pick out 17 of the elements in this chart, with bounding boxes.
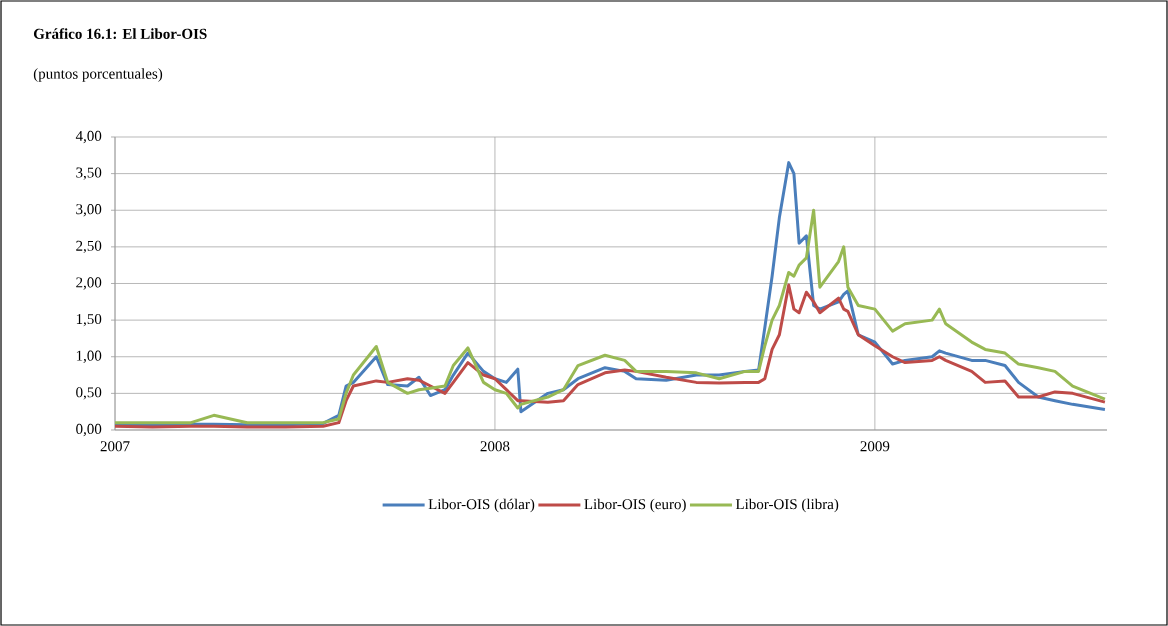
y-tick-label: 2,50: [76, 240, 102, 253]
x-tick-label: 2007: [100, 441, 130, 452]
chart-title: Gráfico 16.1: El Libor-OIS: [33, 28, 207, 39]
y-tick-label: 3,50: [76, 167, 102, 180]
x-tick-label: 2009: [860, 441, 890, 452]
legend-label: Libor-OIS (euro): [584, 498, 686, 513]
legend-label: Libor-OIS (dólar): [428, 498, 535, 513]
y-tick-label: 1,00: [76, 350, 102, 363]
legend-label: Libor-OIS (libra): [735, 498, 839, 513]
y-tick-label: 1,50: [76, 313, 102, 327]
y-tick-label: 2,00: [76, 277, 102, 290]
y-tick-label: 0,50: [76, 387, 102, 400]
y-tick-label: 4,00: [75, 130, 102, 144]
y-tick-label: 0,00: [76, 423, 102, 437]
chart-subtitle: (puntos porcentuales): [33, 68, 163, 82]
y-tick-label: 3,00: [76, 204, 102, 217]
x-tick-label: 2008: [480, 441, 510, 452]
